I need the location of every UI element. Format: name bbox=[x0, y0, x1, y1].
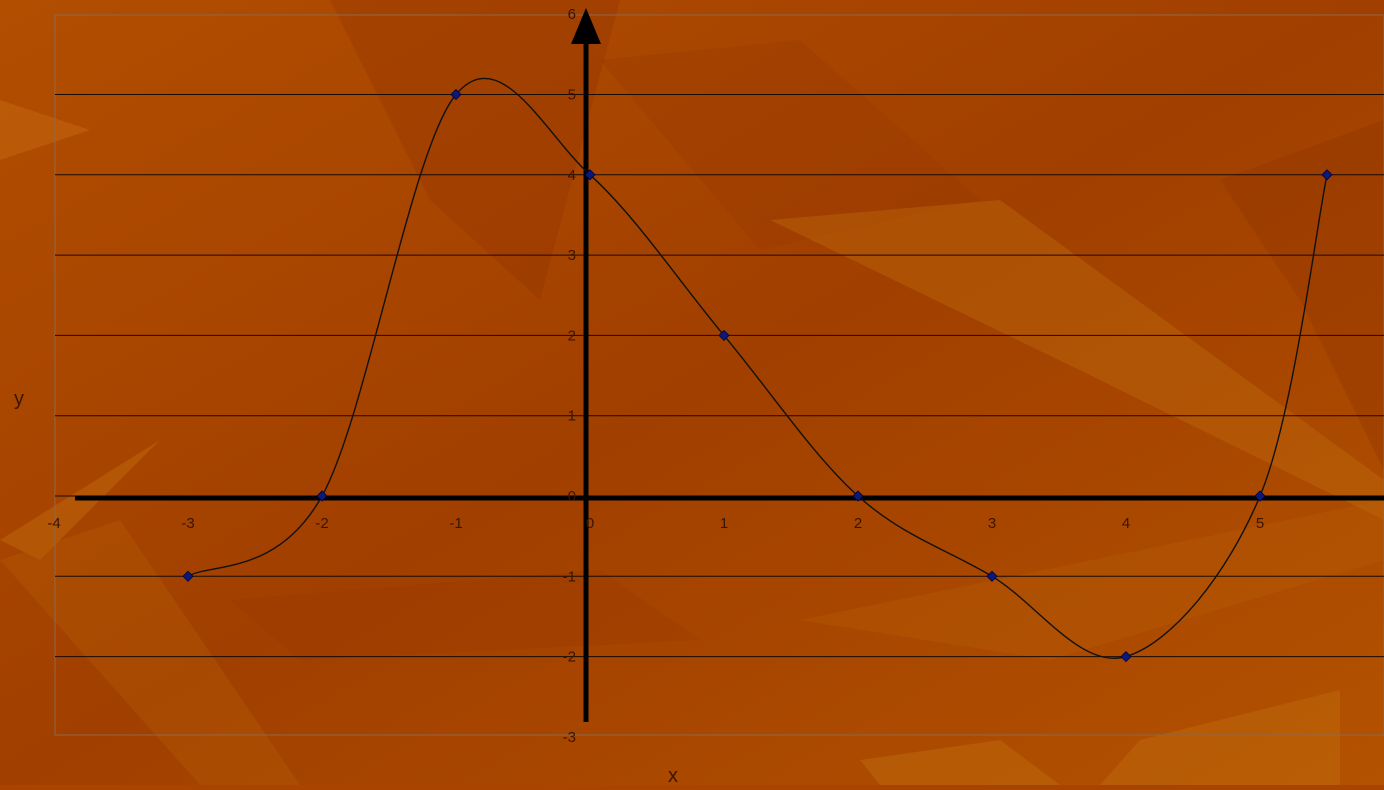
x-tick-label: 1 bbox=[720, 515, 728, 532]
y-tick-label: -2 bbox=[563, 649, 576, 666]
data-point bbox=[1254, 490, 1266, 502]
data-point bbox=[182, 570, 194, 582]
y-tick-label: -3 bbox=[563, 729, 576, 746]
x-tick-label: 3 bbox=[988, 515, 996, 532]
data-point bbox=[986, 570, 998, 582]
y-tick-label: 5 bbox=[568, 87, 576, 104]
y-axis-label: y bbox=[14, 388, 24, 410]
x-tick-label: -3 bbox=[181, 515, 194, 532]
x-tick-label: -2 bbox=[315, 515, 328, 532]
data-point bbox=[1120, 651, 1132, 663]
x-tick-label: -4 bbox=[47, 515, 60, 532]
x-axis-label: x bbox=[668, 765, 678, 785]
x-tick-label: -1 bbox=[449, 515, 462, 532]
plot-area-border bbox=[54, 14, 1384, 736]
data-point bbox=[584, 169, 596, 181]
y-tick-label: 1 bbox=[568, 408, 576, 425]
y-axis-arrow bbox=[571, 8, 601, 44]
data-point bbox=[450, 88, 462, 101]
y-tick-label: 4 bbox=[568, 167, 576, 184]
y-tick-label: 3 bbox=[568, 247, 576, 264]
data-point bbox=[718, 329, 730, 341]
x-tick-label: 0 bbox=[586, 515, 594, 532]
data-point bbox=[1321, 169, 1333, 181]
data-point bbox=[852, 490, 864, 502]
gridlines bbox=[55, 94, 1384, 658]
data-point bbox=[316, 490, 328, 502]
y-tick-label: -1 bbox=[563, 568, 576, 585]
y-tick-label: 6 bbox=[568, 6, 576, 23]
y-tick-label: 2 bbox=[568, 327, 576, 344]
data-points bbox=[182, 88, 1333, 663]
series-line bbox=[187, 77, 1328, 659]
tick-labels: -4 -3 -2 -1 0 1 2 3 4 5 -3 -2 -1 0 1 2 3 4 5 6 bbox=[47, 6, 1264, 746]
x-tick-label: 5 bbox=[1256, 515, 1264, 532]
x-tick-label: 2 bbox=[854, 515, 862, 532]
x-tick-label: 4 bbox=[1122, 515, 1130, 532]
y-tick-label: 0 bbox=[568, 488, 576, 505]
axes bbox=[55, 8, 1384, 722]
